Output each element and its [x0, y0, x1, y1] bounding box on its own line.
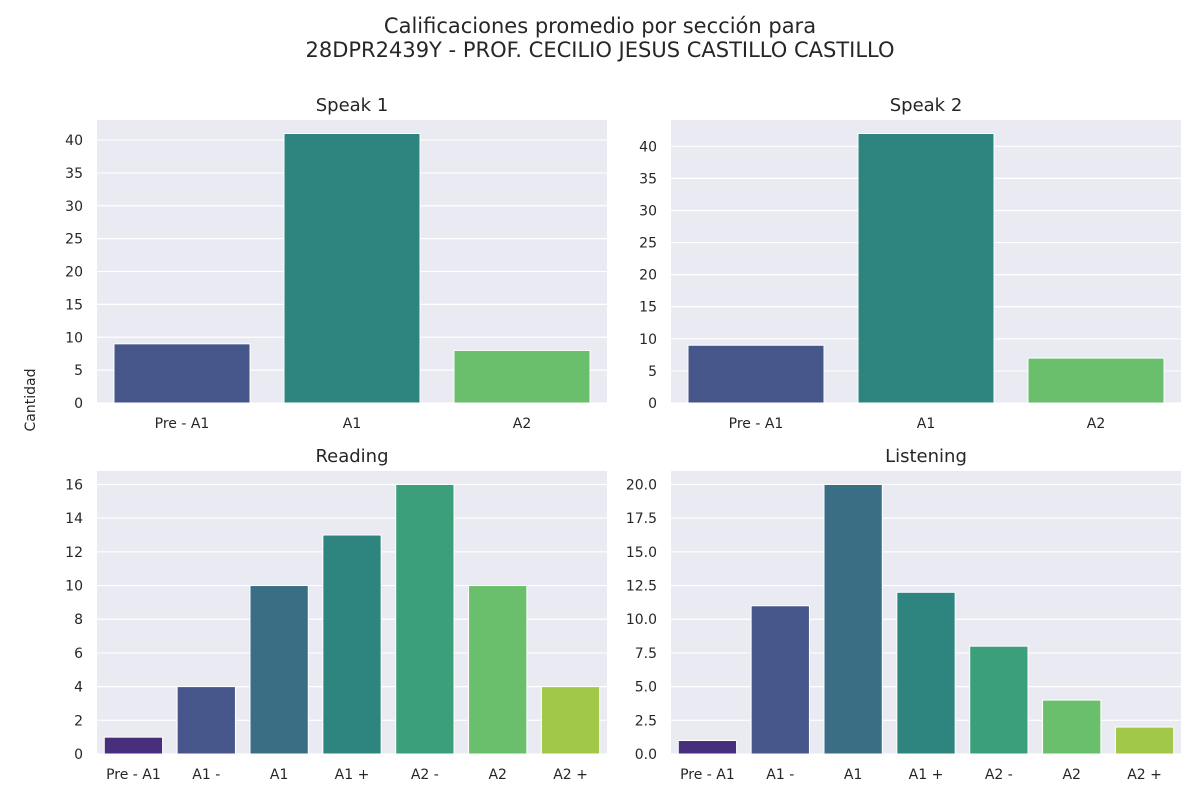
y-tick-label: 40 [65, 133, 83, 149]
y-tick-label: 15 [639, 300, 657, 316]
x-tick-label: A2 - [985, 767, 1013, 783]
bar [687, 344, 825, 404]
x-tick-label: A2 - [411, 767, 439, 783]
panel-title: Speak 2 [890, 95, 963, 116]
y-tick-label: 7.5 [635, 646, 657, 662]
y-tick-label: 0.0 [635, 747, 657, 763]
bar [395, 483, 455, 755]
bar [468, 585, 528, 755]
y-tick-label: 15.0 [626, 545, 657, 561]
bar [969, 645, 1029, 755]
x-tick-label: Pre - A1 [680, 767, 735, 783]
y-tick-label: 30 [65, 199, 83, 215]
y-tick-label: 12 [65, 545, 83, 561]
panel-title: Listening [885, 446, 967, 467]
panel-title: Speak 1 [316, 95, 389, 116]
y-tick-label: 20.0 [626, 477, 657, 493]
y-tick-label: 35 [639, 171, 657, 187]
x-tick-label: A1 [343, 416, 361, 432]
panel-title: Reading [315, 446, 388, 467]
bar [453, 349, 591, 404]
x-tick-label: A2 + [553, 767, 588, 783]
bar [249, 585, 309, 755]
bar [113, 343, 251, 404]
bar [283, 132, 421, 404]
bar [1027, 357, 1165, 404]
bar [857, 132, 995, 404]
x-tick-label: A1 + [335, 767, 370, 783]
y-tick-label: 16 [65, 477, 83, 493]
bar [1114, 726, 1175, 755]
bar [540, 686, 601, 755]
bar [103, 736, 164, 755]
y-tick-label: 2.5 [635, 713, 657, 729]
bar [896, 591, 956, 755]
y-tick-label: 8 [74, 612, 83, 628]
y-tick-label: 6 [74, 646, 83, 662]
y-tick-label: 35 [65, 166, 83, 182]
x-tick-label: A2 + [1127, 767, 1162, 783]
bar [176, 686, 236, 755]
bar [322, 534, 382, 755]
y-tick-label: 0 [74, 747, 83, 763]
y-tick-label: 20 [639, 268, 657, 284]
x-tick-label: Pre - A1 [729, 416, 784, 432]
y-tick-label: 40 [639, 139, 657, 155]
y-tick-label: 2 [74, 713, 83, 729]
y-tick-label: 30 [639, 203, 657, 219]
y-tick-label: 14 [65, 511, 83, 527]
y-tick-label: 5 [648, 364, 657, 380]
x-tick-label: Pre - A1 [155, 416, 210, 432]
y-tick-label: 10 [65, 330, 83, 346]
y-tick-label: 15 [65, 297, 83, 313]
y-tick-label: 25 [65, 232, 83, 248]
x-tick-label: A1 + [909, 767, 944, 783]
bar [823, 483, 883, 755]
y-tick-label: 0 [648, 396, 657, 412]
bar [1042, 699, 1102, 755]
x-tick-label: A2 [1087, 416, 1105, 432]
y-tick-label: 0 [74, 396, 83, 412]
bar [750, 605, 810, 755]
x-tick-label: A1 - [766, 767, 794, 783]
y-tick-label: 5 [74, 363, 83, 379]
x-tick-label: A2 [513, 416, 531, 432]
x-tick-label: A1 [270, 767, 288, 783]
figure-title-line-1: Calificaciones promedio por sección para [383, 14, 817, 38]
chart-panel-4: 0.0 2.5 5.0 7.5 10.0 12.5 15.0 17.5 20.0 Pre - A1… [626, 446, 1181, 783]
x-tick-label: Pre - A1 [106, 767, 161, 783]
x-tick-label: A1 [917, 416, 935, 432]
x-tick-label: A1 [844, 767, 862, 783]
bar [677, 740, 738, 755]
x-tick-label: A2 [488, 767, 506, 783]
figure-title: Calificaciones promedio por sección para… [0, 14, 1200, 62]
x-tick-label: A1 - [192, 767, 220, 783]
chart-panel-3: 0 2 4 6 8 10 12 14 16 Pre - A1 A1 - A1 A1 + A2 - A2 A2 … [65, 446, 607, 783]
chart-panel-1: 0 5 10 15 20 25 30 35 40 Pre - A1 A1 A2 Speak 1 [65, 95, 607, 432]
y-tick-label: 20 [65, 265, 83, 281]
y-tick-label: 17.5 [626, 511, 657, 527]
y-tick-label: 12.5 [626, 579, 657, 595]
x-tick-label: A2 [1062, 767, 1080, 783]
y-tick-label: 4 [74, 680, 83, 696]
chart-panel-2: 0 5 10 15 20 25 30 35 40 Pre - A1 A1 A2 Speak 2 [639, 95, 1181, 432]
y-tick-label: 5.0 [635, 680, 657, 696]
y-tick-label: 25 [639, 236, 657, 252]
y-tick-label: 10.0 [626, 612, 657, 628]
figure-title-line-2: 28DPR2439Y - PROF. CECILIO JESUS CASTILL… [305, 38, 895, 62]
y-tick-label: 10 [65, 579, 83, 595]
y-tick-label: 10 [639, 332, 657, 348]
